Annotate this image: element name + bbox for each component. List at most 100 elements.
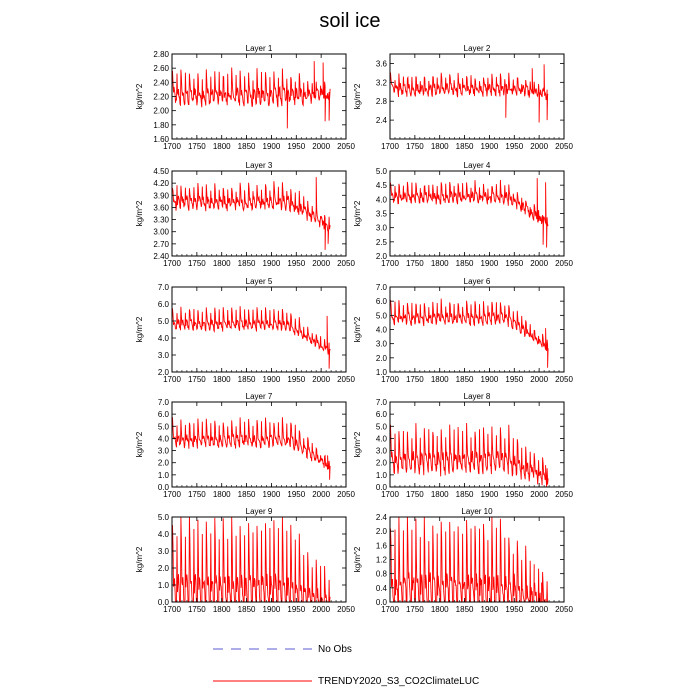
- x-tick-label: 1900: [481, 142, 499, 151]
- y-tick-label: 5.0: [158, 317, 170, 326]
- y-tick-label: 2.0: [376, 354, 388, 363]
- y-tick-label: 0.0: [158, 483, 170, 492]
- x-tick-label: 1700: [381, 375, 399, 384]
- series-line: [172, 177, 331, 250]
- y-tick-label: 0.0: [376, 483, 388, 492]
- x-tick-label: 1900: [481, 259, 499, 268]
- panel-title: Layer 4: [464, 161, 491, 170]
- x-tick-label: 1950: [287, 375, 305, 384]
- y-tick-label: 3.5: [376, 210, 388, 219]
- y-tick-label: 4.20: [153, 179, 169, 188]
- x-tick-label: 1800: [431, 259, 449, 268]
- y-tick-label: 7.0: [376, 398, 388, 407]
- x-tick-label: 1950: [505, 142, 523, 151]
- y-tick-label: 4.0: [376, 195, 388, 204]
- series-line: [172, 417, 331, 480]
- x-tick-label: 1700: [163, 142, 181, 151]
- y-axis-label: kg/m^2: [353, 546, 362, 572]
- y-tick-label: 2.4: [376, 513, 388, 522]
- x-tick-label: 1750: [406, 375, 424, 384]
- x-tick-label: 1700: [381, 259, 399, 268]
- y-axis-label: kg/m^2: [135, 546, 144, 572]
- y-tick-label: 2.8: [376, 97, 388, 106]
- x-tick-label: 1750: [406, 259, 424, 268]
- y-tick-label: 2.20: [153, 93, 169, 102]
- x-tick-label: 1850: [456, 375, 474, 384]
- panel-title: Layer 3: [246, 161, 273, 170]
- plot-frame: [389, 286, 565, 373]
- x-tick-label: 2000: [312, 375, 330, 384]
- x-tick-label: 1800: [431, 142, 449, 151]
- x-tick-label: 1850: [456, 490, 474, 499]
- y-tick-label: 7.0: [158, 398, 170, 407]
- panel-layer-10: Layer 10 1700 1750 1800 1850 1900 1950 2000 2050…: [353, 507, 573, 614]
- y-tick-label: 5.0: [158, 422, 170, 431]
- panel-title: Layer 5: [246, 277, 273, 286]
- plot-frame: [171, 170, 347, 257]
- figure-title: soil ice: [319, 10, 380, 32]
- y-tick-label: 3.00: [153, 228, 169, 237]
- y-tick-label: 3.30: [153, 216, 169, 225]
- x-tick-label: 1900: [263, 142, 281, 151]
- plot-frame: [171, 286, 347, 373]
- x-tick-label: 1750: [188, 259, 206, 268]
- y-tick-label: 3.0: [158, 547, 170, 556]
- x-tick-label: 2000: [530, 490, 548, 499]
- x-tick-label: 1950: [287, 259, 305, 268]
- x-tick-label: 1900: [263, 259, 281, 268]
- x-tick-label: 2050: [555, 605, 573, 614]
- y-tick-label: 7.0: [376, 283, 388, 292]
- y-axis-label: kg/m^2: [353, 200, 362, 226]
- y-tick-label: 3.0: [376, 224, 388, 233]
- y-tick-label: 1.80: [153, 121, 169, 130]
- x-tick-label: 1950: [287, 490, 305, 499]
- panel-title: Layer 6: [464, 277, 491, 286]
- y-tick-label: 2.0: [158, 564, 170, 573]
- x-tick-label: 2000: [312, 142, 330, 151]
- y-tick-label: 2.80: [153, 50, 169, 59]
- x-tick-label: 1850: [456, 605, 474, 614]
- x-tick-label: 1850: [238, 142, 256, 151]
- y-axis-label: kg/m^2: [353, 431, 362, 457]
- legend-label-no-obs: No Obs: [318, 644, 352, 655]
- x-tick-label: 2000: [312, 490, 330, 499]
- y-tick-label: 3.90: [153, 191, 169, 200]
- x-tick-label: 1750: [406, 490, 424, 499]
- panel-title: Layer 1: [246, 44, 273, 53]
- y-tick-label: 2.5: [376, 238, 388, 247]
- plot-frame: [171, 401, 347, 488]
- x-tick-label: 1850: [238, 490, 256, 499]
- y-axis-label: kg/m^2: [353, 83, 362, 109]
- y-tick-label: 3.0: [158, 447, 170, 456]
- panel-title: Layer 8: [464, 392, 491, 401]
- y-tick-label: 1.0: [158, 471, 170, 480]
- series-line: [390, 422, 549, 487]
- y-axis-label: kg/m^2: [135, 316, 144, 342]
- y-tick-label: 3.6: [376, 59, 388, 68]
- x-tick-label: 1850: [456, 259, 474, 268]
- y-tick-label: 3.2: [376, 78, 388, 87]
- x-tick-label: 1700: [381, 490, 399, 499]
- series-line: [172, 306, 331, 369]
- x-tick-label: 1950: [505, 605, 523, 614]
- y-tick-label: 4.5: [376, 181, 388, 190]
- x-tick-label: 1750: [406, 605, 424, 614]
- x-tick-label: 2000: [530, 375, 548, 384]
- x-tick-label: 1800: [213, 142, 231, 151]
- panel-layer-7: Layer 7 1700 1750 1800 1850 1900 1950 2000 2050 0…: [135, 392, 355, 499]
- panel-layer-1: Layer 1 1700 1750 1800 1850 1900 1950 2000 2050 1…: [135, 44, 355, 151]
- x-tick-label: 2050: [337, 259, 355, 268]
- x-tick-label: 1900: [263, 490, 281, 499]
- x-tick-label: 1800: [431, 490, 449, 499]
- x-tick-label: 1700: [163, 375, 181, 384]
- y-axis-label: kg/m^2: [353, 316, 362, 342]
- y-tick-label: 2.0: [376, 252, 388, 261]
- x-tick-label: 1800: [431, 375, 449, 384]
- series-line: [172, 61, 331, 129]
- y-tick-label: 2.70: [153, 240, 169, 249]
- y-axis-label: kg/m^2: [135, 431, 144, 457]
- y-tick-label: 1.2: [376, 556, 388, 565]
- x-tick-label: 1700: [381, 142, 399, 151]
- y-tick-label: 2.00: [153, 107, 169, 116]
- x-tick-label: 1700: [163, 490, 181, 499]
